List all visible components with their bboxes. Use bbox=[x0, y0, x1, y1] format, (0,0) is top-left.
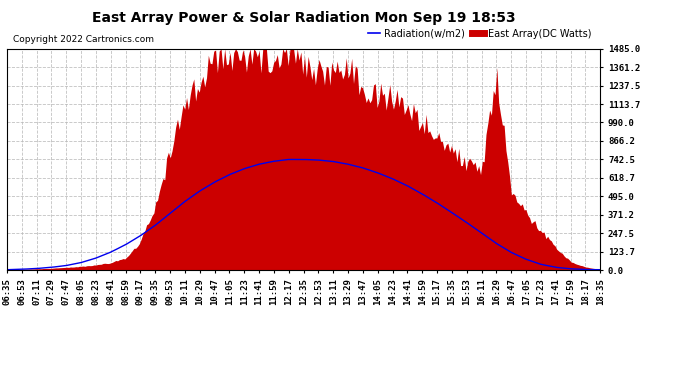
Text: East Array Power & Solar Radiation Mon Sep 19 18:53: East Array Power & Solar Radiation Mon S… bbox=[92, 11, 515, 25]
Legend: Radiation(w/m2), East Array(DC Watts): Radiation(w/m2), East Array(DC Watts) bbox=[364, 25, 595, 43]
Text: Copyright 2022 Cartronics.com: Copyright 2022 Cartronics.com bbox=[13, 36, 154, 45]
